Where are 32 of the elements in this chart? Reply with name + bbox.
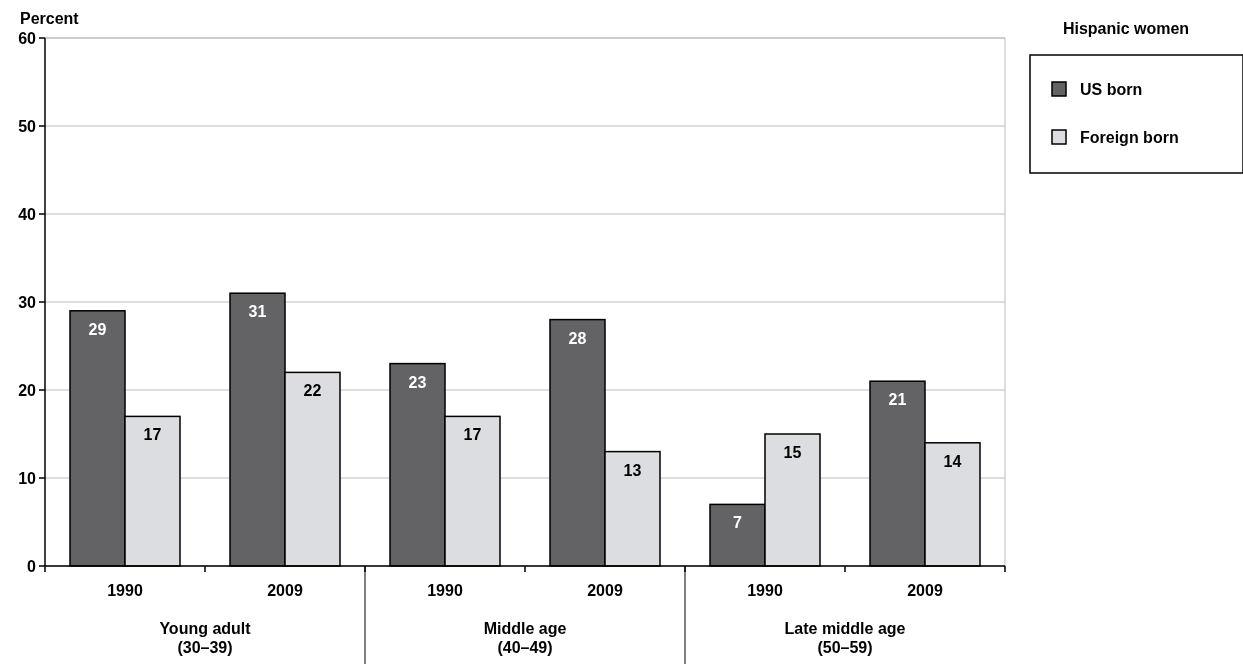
x-tick-label: 2009 [587,582,623,599]
data-label: 17 [463,426,482,444]
data-label: 15 [783,444,802,461]
data-label: 31 [248,303,267,321]
text: Young adult (30–39) [159,620,252,656]
data-label: 17 [143,426,162,444]
x-tick-label: 1990 [427,582,463,599]
x-tick-label: 2009 [267,582,303,599]
data-label: 29 [88,320,107,338]
data-label: 28 [568,329,587,347]
text: Middle age (40–49) [483,620,567,656]
data-label: 13 [623,461,642,479]
y-tick-label: 30 [18,294,37,311]
legend-title: Hispanic women [1062,20,1190,37]
y-tick-label: 50 [18,118,37,135]
data-label: 7 [733,514,743,532]
legend-label: US born [1080,81,1143,98]
y-tick-label: 60 [18,30,37,47]
data-label: 21 [888,391,907,409]
data-label: 22 [303,382,322,400]
y-tick-label: 40 [18,206,37,223]
data-label: 23 [408,373,427,391]
legend-label: Foreign born [1080,129,1179,146]
text: Late middle age (50–59) [784,620,906,656]
y-axis-title: Percent [20,10,80,27]
x-tick-label: 1990 [107,582,143,599]
x-tick-label: 2009 [907,582,943,599]
data-label: 14 [943,452,962,470]
y-tick-label: 10 [18,470,37,487]
y-tick-label: 20 [18,382,37,399]
y-tick-label: 0 [27,558,37,575]
x-tick-label: 1990 [747,582,783,599]
